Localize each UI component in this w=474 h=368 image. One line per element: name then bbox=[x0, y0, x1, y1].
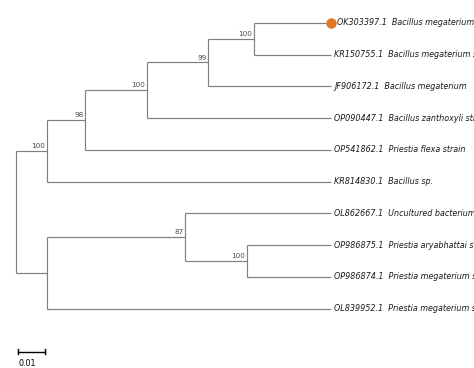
Text: 100: 100 bbox=[31, 143, 45, 149]
Text: OP986875.1  Priestia aryabhattai strain: OP986875.1 Priestia aryabhattai strain bbox=[334, 241, 474, 250]
Text: OP090447.1  Bacillus zanthoxyli strain: OP090447.1 Bacillus zanthoxyli strain bbox=[334, 114, 474, 123]
Text: 87: 87 bbox=[174, 229, 183, 235]
Text: KR814830.1  Bacillus sp.: KR814830.1 Bacillus sp. bbox=[334, 177, 433, 186]
Text: OK303397.1  Bacillus megaterium strain: OK303397.1 Bacillus megaterium strain bbox=[337, 18, 474, 27]
Text: 98: 98 bbox=[74, 112, 83, 118]
Text: 100: 100 bbox=[231, 253, 245, 259]
Text: OL839952.1  Priestia megaterium strain: OL839952.1 Priestia megaterium strain bbox=[334, 304, 474, 313]
Text: OP541862.1  Priestia flexa strain: OP541862.1 Priestia flexa strain bbox=[334, 145, 465, 154]
Text: KR150755.1  Bacillus megaterium strain: KR150755.1 Bacillus megaterium strain bbox=[334, 50, 474, 59]
Text: OL862667.1  Uncultured bacterium clone: OL862667.1 Uncultured bacterium clone bbox=[334, 209, 474, 218]
Text: OP986874.1  Priestia megaterium strain: OP986874.1 Priestia megaterium strain bbox=[334, 272, 474, 282]
Text: 100: 100 bbox=[131, 82, 145, 88]
Text: JF906172.1  Bacillus megaterium: JF906172.1 Bacillus megaterium bbox=[334, 82, 467, 91]
Text: 99: 99 bbox=[197, 54, 206, 61]
Text: 100: 100 bbox=[238, 31, 252, 37]
Text: 0.01: 0.01 bbox=[18, 358, 36, 368]
